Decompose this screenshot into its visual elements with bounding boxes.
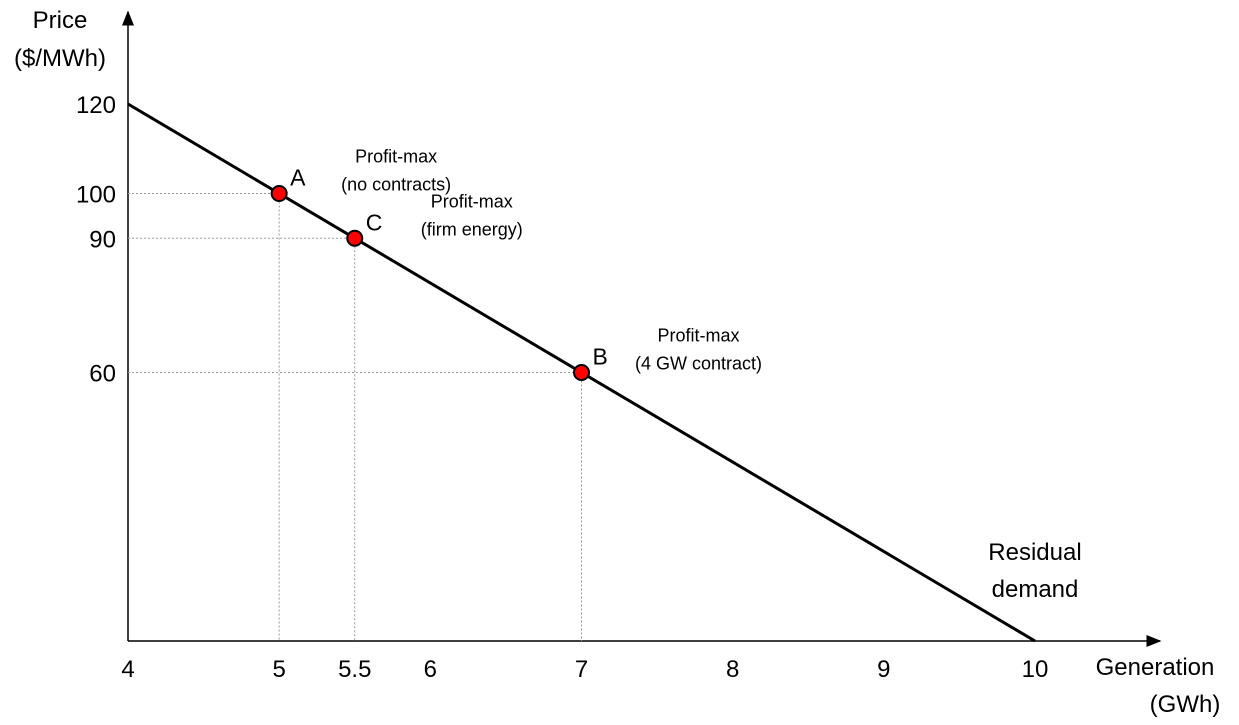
x-axis-title-line1: Generation [1096,654,1215,681]
point-label-B: B [593,344,608,370]
y-tick-label: 90 [89,226,116,253]
x-tick-label: 8 [726,656,739,683]
point-B [573,364,590,381]
x-tick-label: 9 [877,656,890,683]
y-tick-label: 60 [89,361,116,388]
point-A [270,185,288,202]
y-tick-label: 100 [76,182,116,209]
x-tick-label: 7 [575,656,588,683]
x-tick-label: 5.5 [338,656,371,683]
point-label-A: A [290,165,306,191]
point-annotation-C: Profit-max [431,191,513,211]
x-tick-label: 6 [424,656,437,683]
x-tick-label: 4 [121,656,134,683]
point-annotation-C: (firm energy) [421,219,523,239]
y-tick-label: 120 [76,92,116,119]
point-annotation-A: (no contracts) [341,175,451,195]
y-axis-title-line2: ($/MWh) [14,45,106,72]
series-label-line2: demand [992,576,1079,603]
series-label-line1: Residual [988,539,1081,566]
x-tick-label: 5 [272,656,285,683]
point-label-C: C [366,209,383,235]
point-C [346,229,364,247]
y-axis-title-line1: Price [33,7,88,34]
x-axis-title-line2: (GWh) [1150,691,1221,718]
point-annotation-B: (4 GW contract) [635,354,762,374]
x-tick-label: 10 [1022,656,1049,683]
point-annotation-B: Profit-max [657,326,739,346]
point-annotation-A: Profit-max [355,147,437,167]
